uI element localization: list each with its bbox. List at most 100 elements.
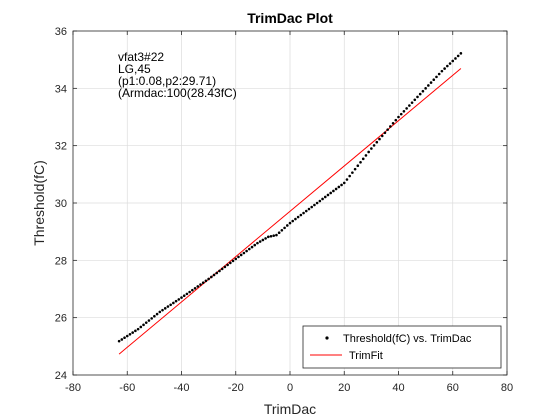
data-point <box>223 265 227 269</box>
data-point <box>136 327 140 331</box>
data-point <box>345 178 349 181</box>
data-point <box>182 294 186 298</box>
data-point <box>329 191 332 195</box>
data-point <box>353 167 357 171</box>
y-axis-label: Threshold(fC) <box>31 160 47 246</box>
data-point <box>212 273 216 277</box>
data-point <box>253 243 257 247</box>
data-point <box>185 292 189 296</box>
data-point <box>188 290 191 294</box>
data-point <box>451 59 455 63</box>
x-tick-label: -40 <box>174 382 190 394</box>
data-point <box>372 144 376 147</box>
legend: Threshold(fC) vs. TrimDac TrimFit <box>302 325 502 369</box>
data-point <box>150 317 153 320</box>
legend-box <box>302 325 502 369</box>
data-point <box>394 118 398 122</box>
annotation-line-3: (p1:0.08,p2:29.71) <box>118 74 216 88</box>
data-point <box>432 78 436 82</box>
data-point <box>418 92 422 96</box>
data-point <box>337 185 341 189</box>
data-point <box>172 301 175 305</box>
data-point <box>248 247 251 251</box>
data-point <box>245 249 248 253</box>
data-point <box>131 331 134 334</box>
data-point <box>158 310 162 314</box>
ticks <box>72 30 508 376</box>
data-point <box>291 219 295 223</box>
data-point <box>163 307 167 310</box>
data-point <box>231 259 235 263</box>
data-point <box>437 72 441 76</box>
annotation-line-2: LG,45 <box>118 62 151 76</box>
data-point <box>294 217 297 221</box>
x-tick-label: 60 <box>447 382 459 394</box>
data-point <box>405 107 408 110</box>
data-point <box>456 54 460 58</box>
data-point <box>402 109 406 113</box>
data-point <box>155 312 159 316</box>
data-point <box>234 257 238 261</box>
data-point <box>310 205 314 209</box>
y-tick-label: 28 <box>55 255 67 267</box>
data-point <box>342 181 346 185</box>
data-point <box>207 277 210 281</box>
x-tick-label: -20 <box>228 382 244 394</box>
data-point <box>169 303 172 307</box>
data-point <box>435 75 438 79</box>
data-point <box>359 160 362 164</box>
data-point <box>283 226 286 230</box>
y-tick-label: 32 <box>55 141 67 153</box>
data-point <box>370 147 373 150</box>
data-point <box>386 128 389 131</box>
data-point <box>285 224 289 227</box>
data-point <box>318 199 322 203</box>
data-point <box>361 157 365 161</box>
data-point <box>397 115 400 119</box>
data-point <box>142 323 145 327</box>
data-point <box>391 122 395 125</box>
data-point <box>258 240 262 243</box>
data-point <box>267 235 270 239</box>
data-point <box>239 253 243 257</box>
data-point <box>256 241 259 245</box>
data-point <box>123 336 126 340</box>
data-point <box>389 125 392 128</box>
data-point <box>348 174 351 178</box>
legend-label-threshold: Threshold(fC) vs. TrimDac <box>343 333 472 345</box>
data-point <box>242 251 246 255</box>
legend-marker-threshold <box>325 336 329 340</box>
data-point <box>220 267 224 271</box>
data-point <box>334 187 338 191</box>
data-point <box>315 201 319 205</box>
data-point <box>174 299 178 303</box>
data-point <box>264 237 267 240</box>
data-point <box>210 275 213 279</box>
data-point <box>139 325 143 329</box>
data-point <box>201 281 205 284</box>
chart-title: TrimDac Plot <box>247 10 333 26</box>
trimfit-line <box>118 68 462 355</box>
data-point <box>440 69 444 73</box>
data-point <box>446 64 449 68</box>
data-point <box>313 203 316 207</box>
data-point <box>399 112 403 116</box>
x-tick-labels: -80 -60 -40 -20 0 20 40 60 80 <box>65 382 513 394</box>
x-tick-label: 20 <box>338 382 350 394</box>
data-point <box>413 98 417 102</box>
data-point <box>410 101 414 104</box>
data-point <box>429 81 433 84</box>
annotation-line-4: (Armdac:100(28.43fC) <box>118 86 237 100</box>
annotation-line-1: vfat3#22 <box>118 50 164 64</box>
fit-line-group <box>118 68 462 355</box>
y-tick-label: 30 <box>55 198 67 210</box>
y-tick-label: 36 <box>55 26 67 38</box>
data-point <box>307 207 311 211</box>
data-point <box>356 164 360 168</box>
data-point <box>191 288 194 292</box>
data-point <box>147 319 151 322</box>
y-tick-label: 24 <box>55 370 67 382</box>
data-point <box>272 234 276 237</box>
data-point <box>117 339 121 343</box>
